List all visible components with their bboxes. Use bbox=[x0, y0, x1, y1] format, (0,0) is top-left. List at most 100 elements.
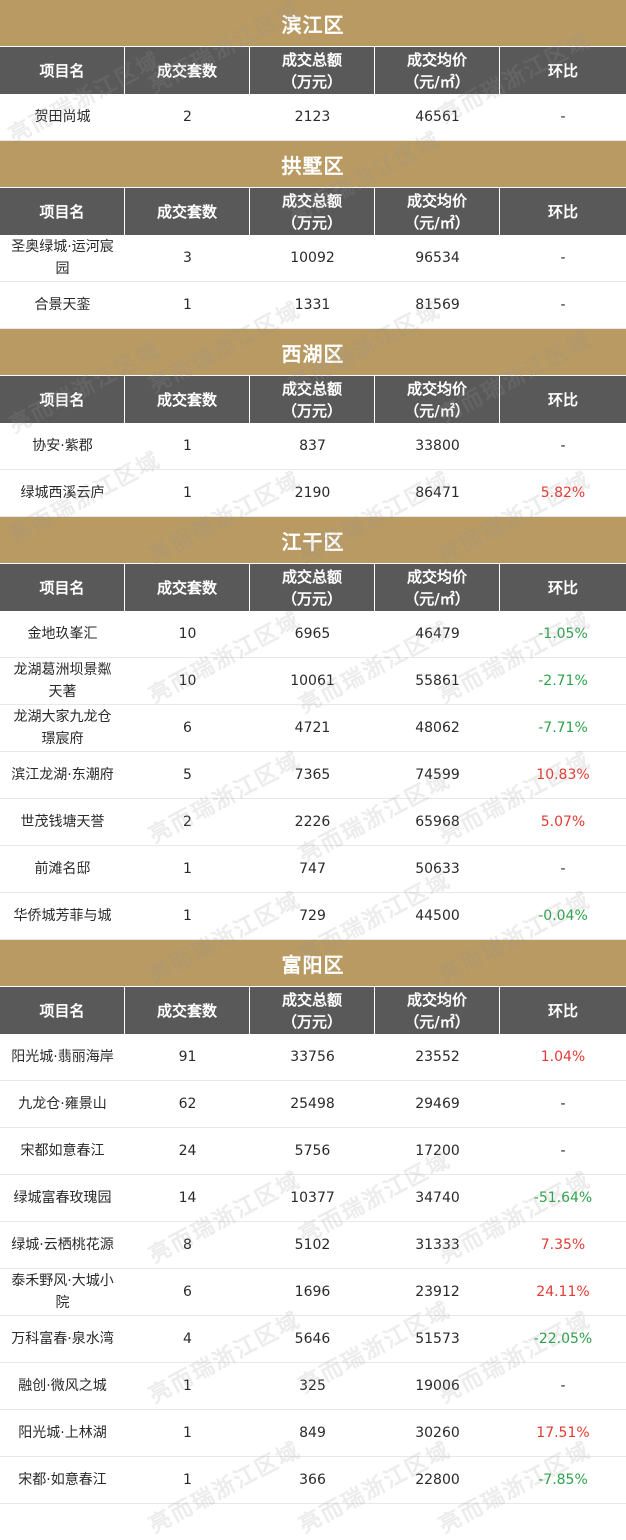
change-cell: - bbox=[560, 861, 566, 877]
header-change: 环比 bbox=[547, 61, 578, 80]
avg-price-cell: 19006 bbox=[415, 1378, 460, 1394]
table-header: 项目名 成交套数 成交总额 （万元） 成交均价 （元/㎡） 环比 bbox=[0, 376, 626, 423]
total-amount-cell: 5102 bbox=[294, 1237, 331, 1253]
project-name-cell: 贺田尚城 bbox=[34, 109, 91, 125]
units-cell: 14 bbox=[178, 1190, 197, 1206]
header-total: 成交总额 （万元） bbox=[250, 47, 375, 94]
avg-price-cell: 46561 bbox=[415, 109, 460, 125]
avg-price-cell: 74599 bbox=[415, 767, 460, 783]
table-row: 宋都·如意春江 1 366 22800 -7.85% bbox=[0, 1457, 626, 1504]
table-header: 项目名 成交套数 成交总额 （万元） 成交均价 （元/㎡） 环比 bbox=[0, 987, 626, 1034]
header-units: 成交套数 bbox=[125, 376, 250, 423]
units-cell: 1 bbox=[183, 485, 192, 501]
avg-price-cell: 51573 bbox=[415, 1331, 460, 1347]
total-amount-cell: 5756 bbox=[294, 1143, 331, 1159]
avg-price-cell: 65968 bbox=[415, 814, 460, 830]
avg-price-cell: 50633 bbox=[415, 861, 460, 877]
table-row: 九龙仓·雍景山 62 25498 29469 - bbox=[0, 1081, 626, 1128]
total-amount-cell: 849 bbox=[299, 1425, 326, 1441]
table-row: 龙湖大家九龙仓 璟宸府 6 4721 48062 -7.71% bbox=[0, 705, 626, 752]
total-amount-cell: 366 bbox=[299, 1472, 326, 1488]
total-amount-cell: 2123 bbox=[294, 109, 331, 125]
units-cell: 4 bbox=[183, 1331, 192, 1347]
change-cell: 5.82% bbox=[540, 485, 586, 501]
avg-price-cell: 23912 bbox=[415, 1284, 460, 1300]
project-name-cell: 阳光城·上林湖 bbox=[18, 1425, 107, 1441]
district-title: 西湖区 bbox=[0, 329, 626, 376]
total-amount-cell: 325 bbox=[299, 1378, 326, 1394]
header-units: 成交套数 bbox=[125, 564, 250, 611]
units-cell: 1 bbox=[183, 297, 192, 313]
total-amount-cell: 10061 bbox=[290, 673, 335, 689]
avg-price-cell: 33800 bbox=[415, 438, 460, 454]
project-name-cell: 华侨城芳菲与城 bbox=[13, 908, 112, 924]
project-name-cell: 泰禾野风·大城小 院 bbox=[11, 1273, 114, 1311]
project-name-cell: 前滩名邸 bbox=[34, 861, 91, 877]
units-cell: 5 bbox=[183, 767, 192, 783]
table-row: 宋都如意春江 24 5756 17200 - bbox=[0, 1128, 626, 1175]
avg-price-cell: 23552 bbox=[415, 1049, 460, 1065]
change-cell: - bbox=[560, 109, 566, 125]
change-cell: 10.83% bbox=[536, 767, 590, 783]
table-row: 泰禾野风·大城小 院 6 1696 23912 24.11% bbox=[0, 1269, 626, 1316]
project-name-cell: 滨江龙湖·东潮府 bbox=[11, 767, 114, 783]
avg-price-cell: 48062 bbox=[415, 720, 460, 736]
avg-price-cell: 44500 bbox=[415, 908, 460, 924]
units-cell: 1 bbox=[183, 908, 192, 924]
total-amount-cell: 25498 bbox=[290, 1096, 335, 1112]
total-amount-cell: 2226 bbox=[294, 814, 331, 830]
avg-price-cell: 22800 bbox=[415, 1472, 460, 1488]
change-cell: 24.11% bbox=[536, 1284, 590, 1300]
table-row: 协安·紫郡 1 837 33800 - bbox=[0, 423, 626, 470]
header-avg-price: 成交均价 （元/㎡） bbox=[375, 987, 500, 1034]
total-amount-cell: 7365 bbox=[294, 767, 331, 783]
avg-price-cell: 31333 bbox=[415, 1237, 460, 1253]
header-units: 成交套数 bbox=[125, 47, 250, 94]
avg-price-cell: 29469 bbox=[415, 1096, 460, 1112]
table-row: 合景天銮 1 1331 81569 - bbox=[0, 282, 626, 329]
header-units: 成交套数 bbox=[125, 188, 250, 235]
project-name-cell: 合景天銮 bbox=[34, 297, 91, 313]
units-cell: 6 bbox=[183, 1284, 192, 1300]
units-cell: 2 bbox=[183, 109, 192, 125]
header-change: 环比 bbox=[547, 202, 578, 221]
project-name-cell: 融创·微风之城 bbox=[18, 1378, 107, 1394]
change-cell: -0.04% bbox=[538, 908, 588, 924]
header-avg-price: 成交均价 （元/㎡） bbox=[375, 47, 500, 94]
header-project-name: 项目名 bbox=[0, 376, 125, 423]
header-change: 环比 bbox=[547, 578, 578, 597]
project-name-cell: 龙湖葛洲坝景粼 天著 bbox=[13, 662, 112, 700]
project-name-cell: 绿城西溪云庐 bbox=[20, 485, 105, 501]
change-cell: 5.07% bbox=[540, 814, 586, 830]
total-amount-cell: 4721 bbox=[294, 720, 331, 736]
change-cell: - bbox=[560, 1143, 566, 1159]
project-name-cell: 绿城·云栖桃花源 bbox=[11, 1237, 114, 1253]
table-row: 绿城·云栖桃花源 8 5102 31333 7.35% bbox=[0, 1222, 626, 1269]
project-name-cell: 阳光城·翡丽海岸 bbox=[11, 1049, 114, 1065]
header-units: 成交套数 bbox=[125, 987, 250, 1034]
units-cell: 1 bbox=[183, 1378, 192, 1394]
total-amount-cell: 1696 bbox=[294, 1284, 331, 1300]
table-row: 阳光城·翡丽海岸 91 33756 23552 1.04% bbox=[0, 1034, 626, 1081]
units-cell: 1 bbox=[183, 861, 192, 877]
table-header: 项目名 成交套数 成交总额 （万元） 成交均价 （元/㎡） 环比 bbox=[0, 564, 626, 611]
change-cell: -1.05% bbox=[538, 626, 588, 642]
avg-price-cell: 34740 bbox=[415, 1190, 460, 1206]
project-name-cell: 圣奥绿城·运河宸 园 bbox=[11, 239, 114, 277]
header-total: 成交总额 （万元） bbox=[250, 376, 375, 423]
project-name-cell: 绿城富春玫瑰园 bbox=[13, 1190, 112, 1206]
units-cell: 91 bbox=[178, 1049, 197, 1065]
table-row: 融创·微风之城 1 325 19006 - bbox=[0, 1363, 626, 1410]
table-row: 龙湖葛洲坝景粼 天著 10 10061 55861 -2.71% bbox=[0, 658, 626, 705]
header-total: 成交总额 （万元） bbox=[250, 987, 375, 1034]
district-title: 江干区 bbox=[0, 517, 626, 564]
change-cell: - bbox=[560, 438, 566, 454]
project-name-cell: 宋都·如意春江 bbox=[18, 1472, 107, 1488]
avg-price-cell: 55861 bbox=[415, 673, 460, 689]
avg-price-cell: 46479 bbox=[415, 626, 460, 642]
district-title: 拱墅区 bbox=[0, 141, 626, 188]
units-cell: 8 bbox=[183, 1237, 192, 1253]
table-row: 绿城富春玫瑰园 14 10377 34740 -51.64% bbox=[0, 1175, 626, 1222]
total-amount-cell: 729 bbox=[299, 908, 326, 924]
